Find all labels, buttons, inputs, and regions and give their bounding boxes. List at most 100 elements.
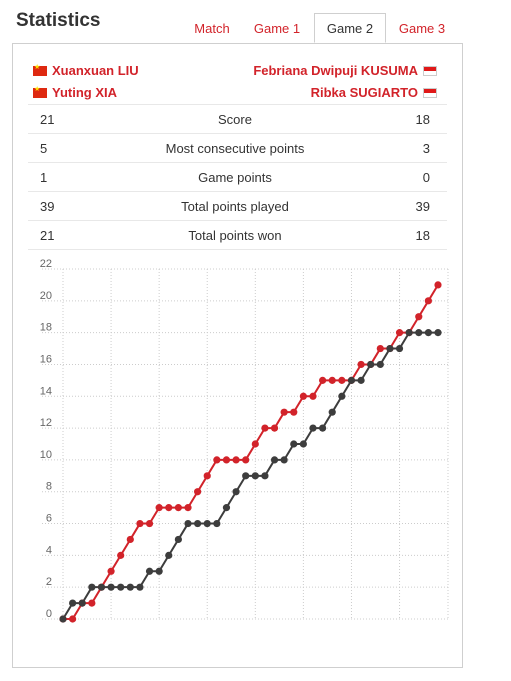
stat-left-value: 1 [28,162,100,192]
series-point-1 [405,329,413,337]
series-point-0 [424,297,432,305]
series-point-0 [203,472,211,480]
stat-label: Game points [100,162,370,192]
series-point-0 [299,392,307,400]
series-point-1 [107,583,115,591]
table-row: 5 Most consecutive points 3 [28,133,447,163]
series-point-0 [415,313,423,321]
tab-game-1[interactable]: Game 1 [253,21,301,36]
series-point-0 [213,456,221,464]
series-point-0 [69,615,77,623]
series-point-0 [261,424,269,432]
series-point-1 [155,567,163,575]
stat-label: Most consecutive points [100,133,370,163]
stat-left-value: 39 [28,191,100,221]
player-left-1: Xuanxuan LIU [52,63,139,78]
series-point-1 [251,472,259,480]
game-tabs: Match Game 1 Game 2 Game 3 [0,13,511,44]
series-point-0 [194,488,202,496]
series-point-0 [434,281,442,289]
series-point-0 [232,456,240,464]
series-point-1 [136,583,144,591]
y-tick-label: 22 [40,258,52,270]
series-point-0 [338,376,346,384]
page-title: Statistics [16,10,101,31]
series-point-1 [242,472,250,480]
series-point-0 [136,519,144,528]
series-point-1 [319,424,327,432]
series-point-1 [367,360,375,369]
y-tick-label: 16 [40,353,52,365]
stat-right-value: 0 [370,162,447,192]
series-point-0 [376,344,384,353]
series-point-1 [434,329,442,337]
series-point-1 [117,583,125,591]
stat-label: Total points won [100,220,370,250]
stat-right-value: 18 [370,104,447,134]
stat-left-value: 21 [28,104,100,134]
y-tick-label: 8 [46,481,52,493]
y-tick-label: 14 [40,385,52,397]
y-tick-label: 18 [40,322,52,334]
series-point-1 [78,599,86,607]
series-point-1 [386,344,394,353]
series-point-1 [328,408,336,416]
series-point-0 [88,599,96,607]
table-row: 1 Game points 0 [28,162,447,192]
series-point-1 [299,440,307,448]
y-tick-label: 20 [40,290,52,302]
y-tick-label: 0 [46,608,52,620]
player-right-1: Febriana Dwipuji KUSUMA [253,63,418,78]
series-point-1 [395,344,404,353]
series-point-0 [242,456,250,464]
table-row: 21 Score 18 [28,104,447,134]
series-point-0 [165,504,173,512]
series-point-1 [290,440,298,448]
series-point-1 [174,535,182,544]
player-left-2: Yuting XIA [52,85,117,100]
stat-label: Total points played [100,191,370,221]
series-point-1 [97,583,106,591]
series-point-1 [165,551,173,559]
series-point-0 [184,504,192,512]
series-point-0 [328,376,336,384]
series-point-0 [270,424,279,432]
series-point-1 [376,360,384,369]
stat-label: Score [100,104,370,134]
indonesia-flag-icon [423,66,437,76]
player-right-2: Ribka SUGIARTO [310,85,418,100]
stat-left-value: 5 [28,133,100,163]
series-point-0 [222,456,231,464]
series-point-1 [232,488,240,496]
series-line-0 [63,284,439,620]
series-point-1 [203,519,211,528]
tab-match[interactable]: Match [194,21,230,36]
series-point-0 [280,408,288,416]
stat-right-value: 18 [370,220,447,250]
series-point-1 [280,456,288,464]
series-point-1 [338,392,346,400]
y-tick-label: 10 [40,449,52,461]
series-point-1 [222,504,231,512]
series-point-1 [415,329,423,337]
y-tick-label: 6 [46,513,52,525]
y-tick-label: 2 [46,576,52,588]
tab-game-3[interactable]: Game 3 [398,21,446,36]
series-point-0 [145,519,154,528]
table-row: 21 Total points won 18 [28,220,447,250]
series-point-0 [309,392,317,400]
china-flag-icon [33,85,47,98]
series-point-0 [174,504,182,512]
series-point-0 [290,408,298,416]
series-point-0 [357,360,365,369]
tab-game-2[interactable]: Game 2 [314,13,386,43]
series-point-1 [59,615,67,623]
series-point-0 [251,440,259,448]
series-point-0 [117,551,125,559]
series-point-1 [88,583,96,591]
stat-left-value: 21 [28,220,100,250]
indonesia-flag-icon [423,88,437,98]
series-point-1 [309,424,317,432]
series-point-0 [395,329,404,337]
